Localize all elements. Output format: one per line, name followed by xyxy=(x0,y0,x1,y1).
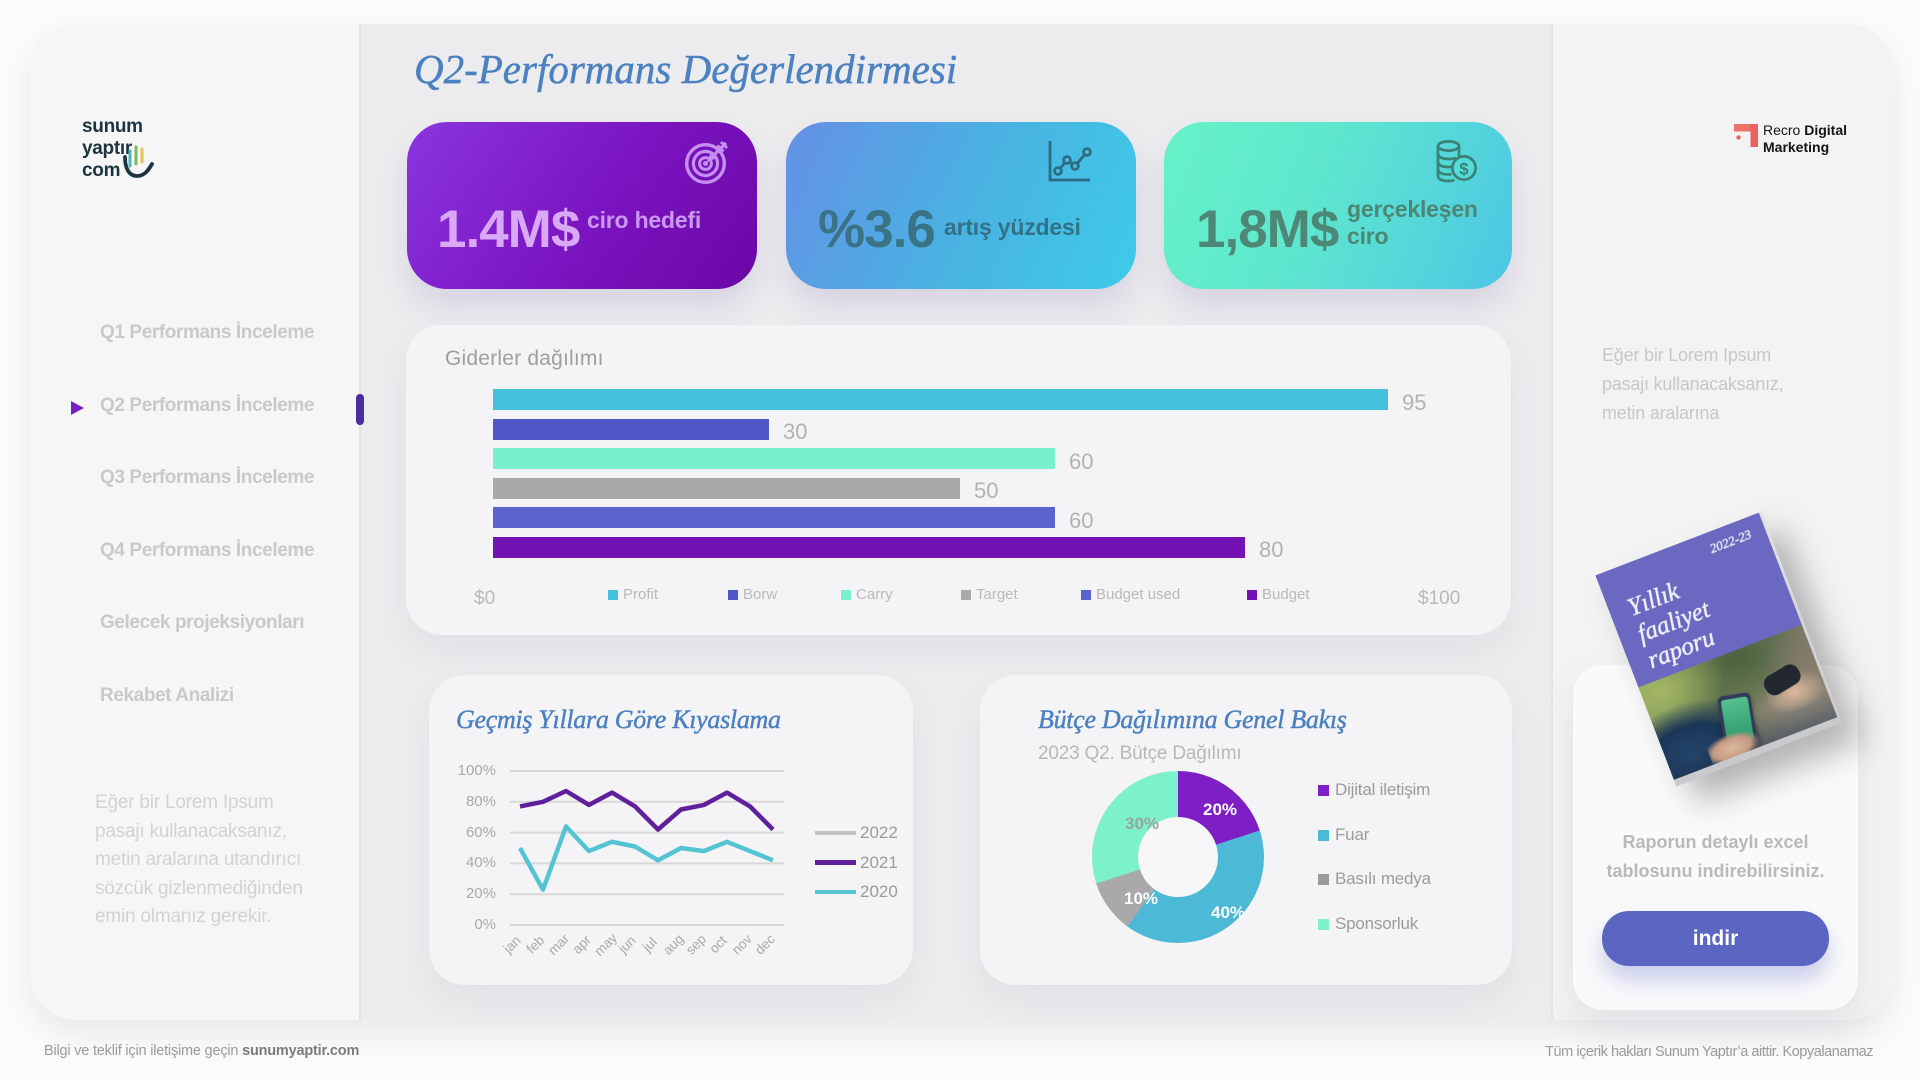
svg-text:$: $ xyxy=(1459,160,1469,179)
